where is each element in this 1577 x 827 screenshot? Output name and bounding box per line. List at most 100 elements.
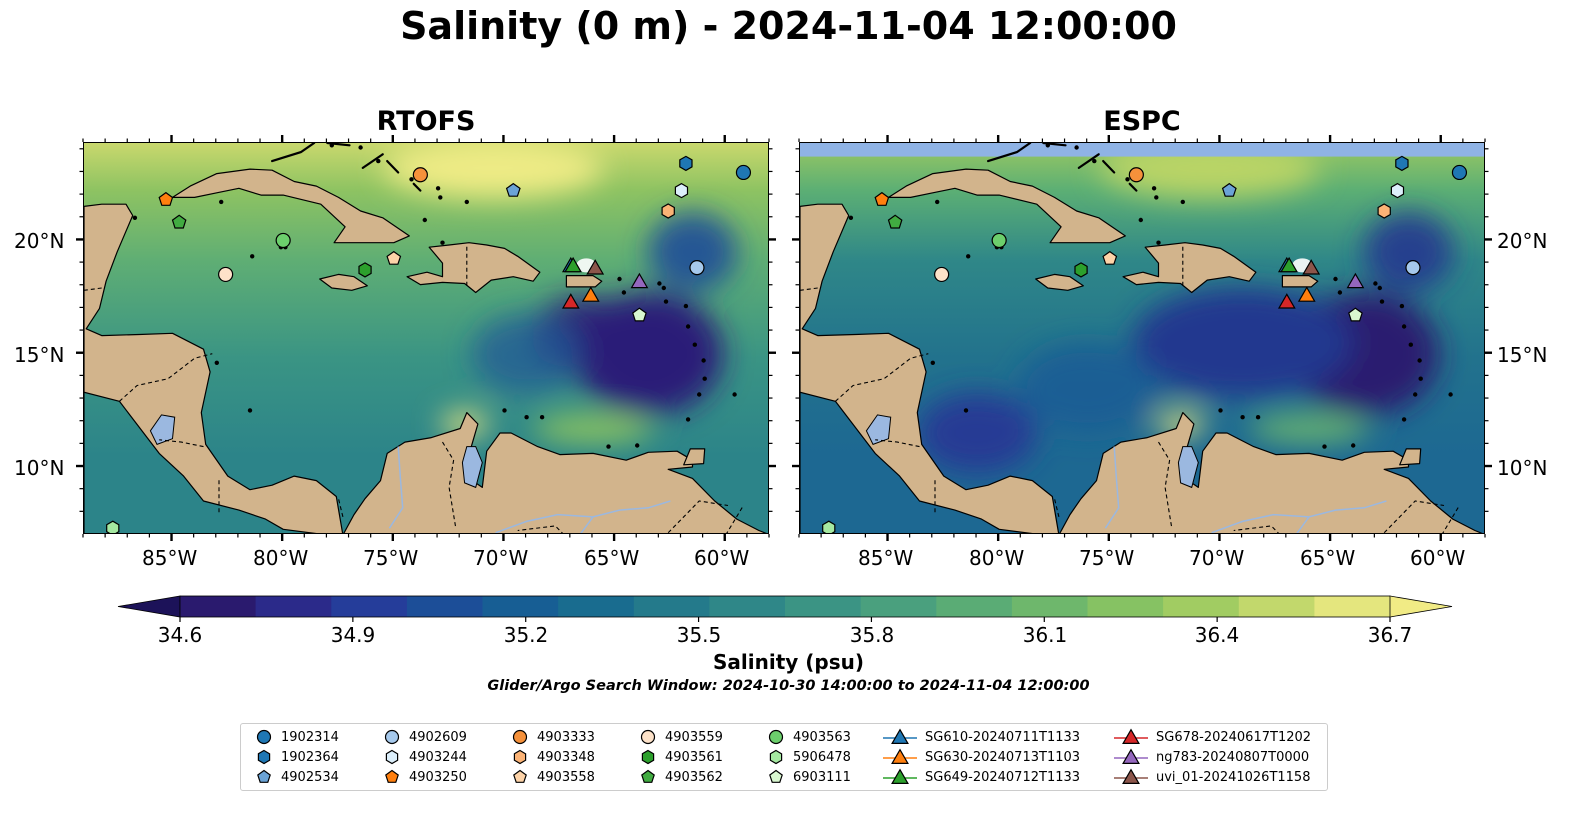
platform-marker-4903244	[674, 182, 689, 199]
legend-item: SG649-20240712T1133	[881, 767, 1080, 787]
platform-marker-SG649-20240712T1133	[1280, 256, 1298, 273]
legend-label: 1902364	[281, 749, 339, 765]
colorbar-segment	[709, 596, 786, 617]
legend-item: 4903333	[509, 727, 595, 747]
land-south-america	[1059, 412, 1483, 533]
platform-marker-4903250	[158, 191, 174, 206]
platform-marker-4903559	[218, 266, 234, 283]
legend-item: 4903559	[637, 727, 723, 747]
colorbar-segment	[482, 596, 559, 617]
lat-label-10n-left: 10°N	[14, 456, 65, 480]
salinity-map-rtofs	[84, 143, 768, 533]
colorbar-segment	[633, 596, 710, 617]
legend-label: SG630-20240713T1103	[925, 749, 1081, 765]
legend-label: 6903111	[793, 769, 851, 785]
platform-marker-4903250	[874, 191, 890, 206]
platform-marker-4903561	[358, 262, 372, 278]
colorbar-segment	[1163, 596, 1240, 617]
lon-label-70w-espc: 70°W	[1189, 546, 1245, 570]
land-trinidad	[683, 448, 706, 466]
platform-marker-ng783-20240807T0000	[1346, 272, 1365, 289]
platform-marker-SG649-20240712T1133	[564, 256, 582, 273]
circle-marker-icon	[256, 729, 272, 745]
legend-label: SG649-20240712T1133	[925, 769, 1081, 785]
legend-item: 4903561	[637, 747, 723, 767]
platform-marker-4903348	[661, 203, 675, 219]
legend-label: 1902314	[281, 729, 339, 745]
land-cuba	[171, 168, 410, 244]
colorbar-extend-high	[1389, 595, 1453, 618]
colorbar-segment	[558, 596, 635, 617]
platform-marker-1902314	[735, 164, 752, 181]
legend-label: SG610-20240711T1133	[925, 729, 1081, 745]
platform-marker-SG678-20240617T1202	[1277, 293, 1296, 309]
lat-label-10n-right: 10°N	[1497, 456, 1548, 480]
figure-title: Salinity (0 m) - 2024-11-04 12:00:00	[400, 4, 1177, 48]
legend-label: 4903562	[665, 769, 723, 785]
legend-item: 5906478	[765, 747, 851, 767]
platform-marker-5906478	[822, 520, 836, 533]
legend-label: 4903563	[793, 729, 851, 745]
land-south-america	[343, 412, 767, 533]
platform-marker-4903333	[1128, 167, 1144, 183]
platform-marker-4903559	[934, 266, 950, 283]
lat-label-20n-left: 20°N	[14, 229, 65, 253]
legend-item: 1902314	[253, 727, 339, 747]
lon-label-80w-rtofs: 80°W	[253, 546, 309, 570]
pentagon-marker-icon	[513, 769, 527, 783]
platform-marker-1902364	[679, 155, 693, 172]
circle-marker-icon	[512, 729, 528, 745]
lon-label-65w-espc: 65°W	[1300, 546, 1356, 570]
platform-marker-5906478	[106, 520, 120, 533]
platform-marker-4903558	[1102, 250, 1118, 265]
triangle-line-marker-icon	[1114, 768, 1148, 784]
platform-marker-4903562	[887, 214, 903, 229]
lon-label-80w-espc: 80°W	[969, 546, 1025, 570]
hexagon-marker-icon	[257, 749, 271, 765]
platform-marker-uvi_01-20241026T1158	[586, 259, 605, 275]
colorbar-segment	[1238, 596, 1315, 617]
land-cuba	[887, 168, 1126, 244]
legend-label: 4903559	[665, 729, 723, 745]
platform-marker-4903558	[386, 250, 402, 265]
colorbar-segment	[1314, 596, 1391, 617]
legend-label: 4902609	[409, 729, 467, 745]
map-panel-rtofs[interactable]	[83, 142, 769, 534]
legend-label: 4903561	[665, 749, 723, 765]
platform-marker-uvi_01-20241026T1158	[1302, 259, 1321, 275]
colorbar-segment	[936, 596, 1013, 617]
pentagon-marker-icon	[257, 769, 271, 783]
colorbar-tick-label: 34.6	[157, 623, 203, 647]
circle-marker-icon	[384, 729, 400, 745]
platform-marker-4903244	[1390, 182, 1405, 199]
platform-marker-4903563	[275, 232, 291, 249]
legend-item: ng783-20240807T0000	[1112, 747, 1309, 767]
triangle-line-marker-icon	[883, 748, 917, 764]
colorbar-extend-low	[117, 595, 181, 618]
pentagon-marker-icon	[385, 769, 399, 783]
triangle-line-marker-icon	[883, 768, 917, 784]
lon-label-75w-rtofs: 75°W	[363, 546, 419, 570]
hexagon-marker-icon	[513, 749, 527, 765]
legend-label: ng783-20240807T0000	[1156, 749, 1310, 765]
land-jamaica	[1035, 273, 1084, 291]
land-hispaniola	[1122, 242, 1257, 294]
lat-label-20n-right: 20°N	[1497, 229, 1548, 253]
legend-item: SG678-20240617T1202	[1112, 727, 1311, 747]
triangle-line-marker-icon	[883, 728, 917, 744]
triangle-line-marker-icon	[1114, 748, 1148, 764]
platform-marker-SG678-20240617T1202	[561, 293, 580, 309]
map-panel-espc[interactable]	[799, 142, 1485, 534]
colorbar-segment	[180, 596, 257, 617]
platform-marker-SG630-20240713T1103	[581, 286, 600, 302]
platform-marker-6903111	[1348, 307, 1363, 322]
legend-label: SG678-20240617T1202	[1156, 729, 1312, 745]
lon-label-60w-rtofs: 60°W	[694, 546, 750, 570]
lon-label-70w-rtofs: 70°W	[473, 546, 529, 570]
colorbar-tick-label: 36.1	[1022, 623, 1068, 647]
legend-item: 4902609	[381, 727, 467, 747]
legend-label: uvi_01-20241026T1158	[1156, 769, 1311, 785]
hexagon-marker-icon	[641, 749, 655, 765]
colorbar-tick-label: 36.7	[1367, 623, 1413, 647]
platform-marker-1902364	[1395, 155, 1409, 172]
